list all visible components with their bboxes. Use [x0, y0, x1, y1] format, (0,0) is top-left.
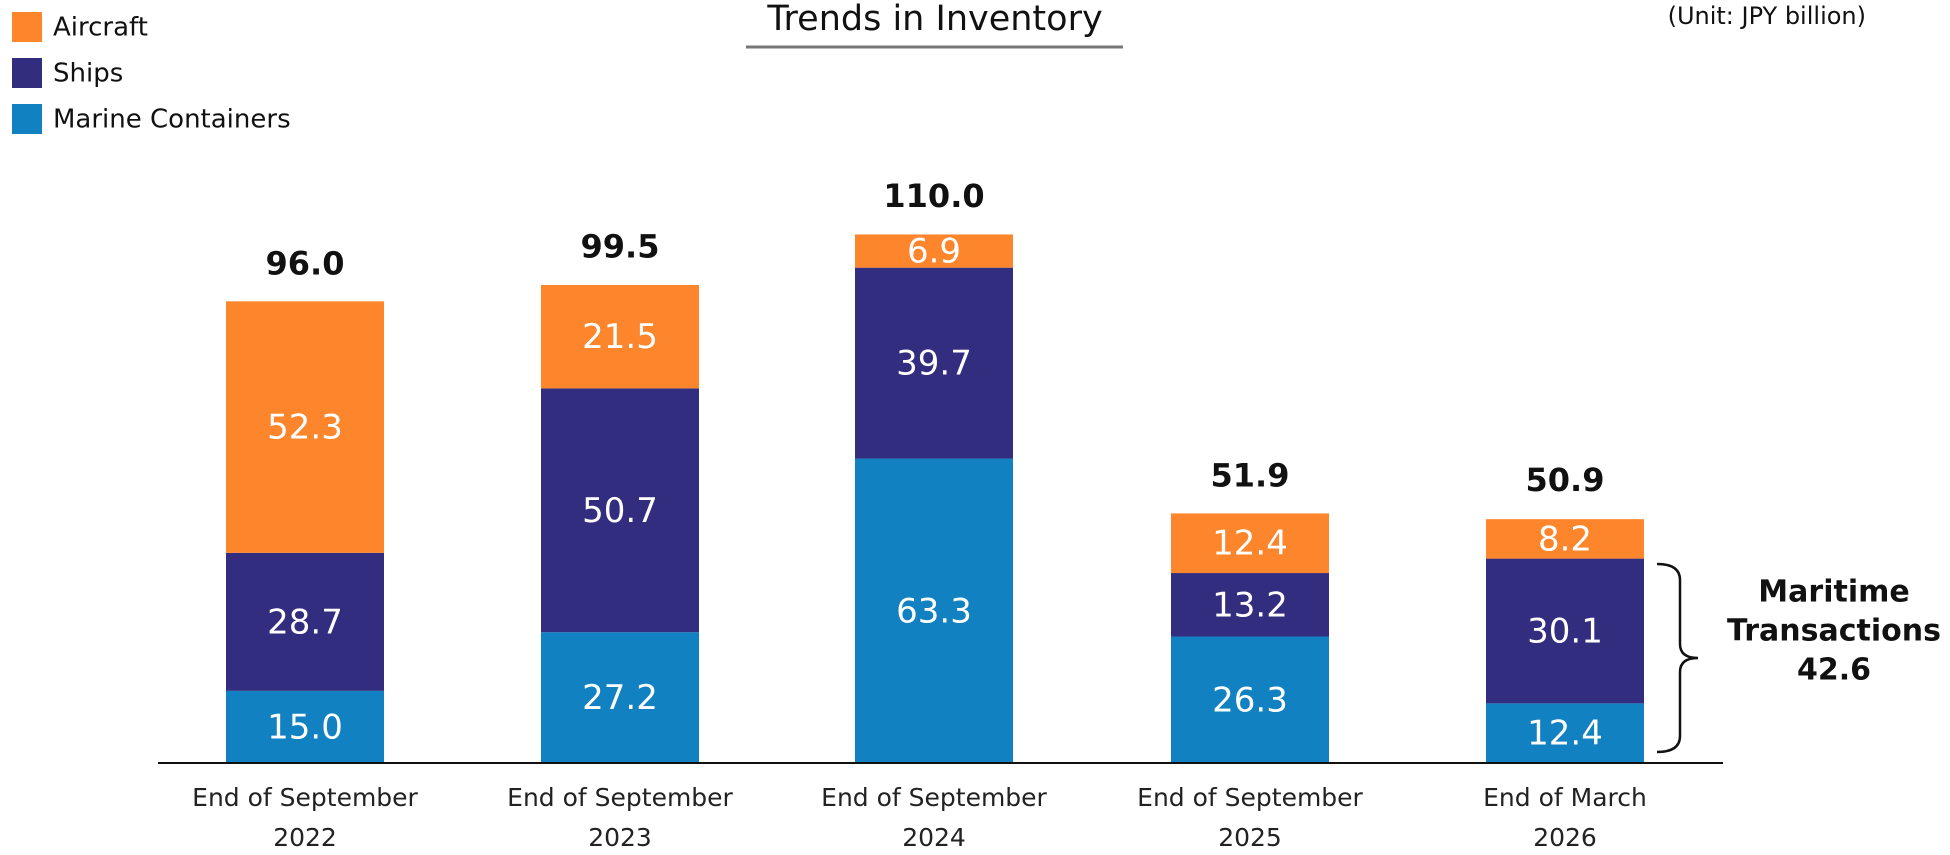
- value-label: 26.3: [1212, 680, 1288, 720]
- total-label: 50.9: [1526, 461, 1605, 499]
- unit-label: (Unit: JPY billion): [1668, 2, 1866, 30]
- legend-label: Marine Containers: [53, 105, 291, 135]
- bar-segment: [855, 234, 1013, 268]
- annotation: Maritime: [1758, 575, 1909, 610]
- value-label: 15.0: [267, 707, 343, 747]
- bar-segment: [226, 552, 384, 691]
- brace: [1656, 562, 1699, 754]
- value-label: 8.2: [1538, 519, 1592, 559]
- value-label: 52.3: [267, 408, 343, 448]
- value-label: 30.1: [1527, 611, 1603, 651]
- legend-label: Aircraft: [53, 13, 148, 43]
- total-label: 99.5: [581, 227, 660, 265]
- total-label: 51.9: [1211, 456, 1290, 494]
- bar-segment: [1486, 519, 1644, 559]
- bar-segment: [1171, 573, 1329, 637]
- x-tick-label: 2026: [1533, 823, 1597, 852]
- bar-segment: [541, 388, 699, 633]
- bar-segment: [855, 267, 1013, 459]
- legend-swatch: [12, 12, 42, 42]
- annotation: 42.6: [1797, 653, 1871, 688]
- value-label: 28.7: [267, 602, 343, 642]
- bar-segment: [1171, 513, 1329, 574]
- x-tick-label: 2022: [273, 823, 337, 852]
- legend-swatch: [12, 58, 42, 88]
- value-label: 27.2: [582, 678, 658, 718]
- value-label: 6.9: [907, 232, 961, 272]
- bar-segment: [226, 301, 384, 553]
- legend-label: Ships: [53, 59, 123, 89]
- x-tick-label: End of March: [1483, 783, 1647, 812]
- value-label: 63.3: [896, 591, 972, 631]
- value-label: 12.4: [1527, 714, 1603, 754]
- chart-title: Trends in Inventory: [766, 0, 1102, 39]
- value-label: 12.4: [1212, 524, 1288, 564]
- x-tick-label: End of September: [1137, 783, 1363, 812]
- total-label: 110.0: [883, 177, 984, 215]
- value-label: 39.7: [896, 344, 972, 384]
- value-label: 50.7: [582, 491, 658, 531]
- x-tick-label: 2023: [588, 823, 652, 852]
- x-tick-label: End of September: [192, 783, 418, 812]
- bar-segment: [541, 632, 699, 763]
- bar-segment: [541, 284, 699, 389]
- legend-swatch: [12, 104, 42, 134]
- value-label: 21.5: [582, 317, 658, 357]
- bar-segment: [1486, 558, 1644, 704]
- x-tick-label: 2025: [1218, 823, 1282, 852]
- bar-segment: [855, 458, 1013, 763]
- value-label: 13.2: [1212, 585, 1288, 625]
- bar-segment: [1171, 636, 1329, 763]
- annotation: Transactions: [1727, 614, 1941, 649]
- x-tick-label: End of September: [507, 783, 733, 812]
- bar-segment: [226, 690, 384, 763]
- bar-segment: [1486, 703, 1644, 763]
- x-tick-label: End of September: [821, 783, 1047, 812]
- total-label: 96.0: [266, 244, 345, 282]
- x-tick-label: 2024: [902, 823, 966, 852]
